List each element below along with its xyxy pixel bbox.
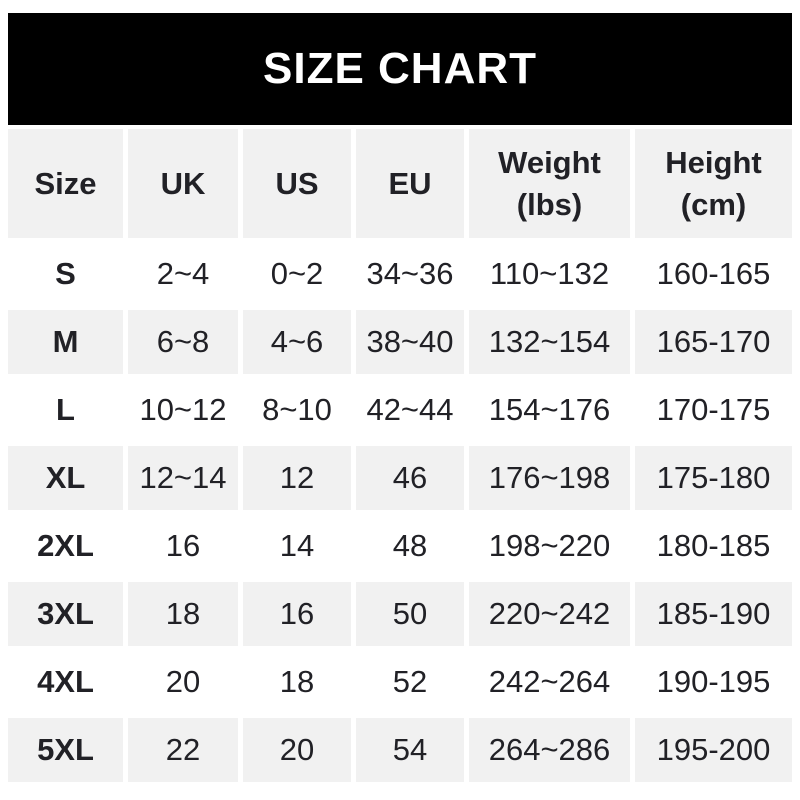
table-cell: 154~176 (469, 378, 630, 442)
table-cell: 22 (128, 718, 238, 782)
row-label-s: S (8, 242, 123, 306)
row-label-xl: XL (8, 446, 123, 510)
row-label-2xl: 2XL (8, 514, 123, 578)
table-cell: 42~44 (356, 378, 464, 442)
table-cell: 165-170 (635, 310, 792, 374)
table-cell: 34~36 (356, 242, 464, 306)
table-cell: 14 (243, 514, 351, 578)
table-cell: 242~264 (469, 650, 630, 714)
table-cell: 8~10 (243, 378, 351, 442)
content-frame: SIZE CHART Size UK US EU Weight (lbs) He… (8, 13, 792, 782)
table-cell: 52 (356, 650, 464, 714)
table-cell: 220~242 (469, 582, 630, 646)
table-cell: 20 (128, 650, 238, 714)
table-cell: 264~286 (469, 718, 630, 782)
table-cell: 38~40 (356, 310, 464, 374)
table-cell: 132~154 (469, 310, 630, 374)
table-cell: 10~12 (128, 378, 238, 442)
table-cell: 180-185 (635, 514, 792, 578)
column-header-size: Size (8, 129, 123, 238)
table-cell: 12~14 (128, 446, 238, 510)
table-cell: 195-200 (635, 718, 792, 782)
table-cell: 18 (128, 582, 238, 646)
row-label-m: M (8, 310, 123, 374)
row-label-5xl: 5XL (8, 718, 123, 782)
title-banner: SIZE CHART (8, 13, 792, 125)
column-header-eu: EU (356, 129, 464, 238)
column-header-weight: Weight (lbs) (469, 129, 630, 238)
table-cell: 4~6 (243, 310, 351, 374)
table-cell: 16 (128, 514, 238, 578)
row-label-l: L (8, 378, 123, 442)
table-cell: 20 (243, 718, 351, 782)
table-cell: 190-195 (635, 650, 792, 714)
table-cell: 12 (243, 446, 351, 510)
row-label-4xl: 4XL (8, 650, 123, 714)
table-cell: 170-175 (635, 378, 792, 442)
table-cell: 0~2 (243, 242, 351, 306)
table-cell: 46 (356, 446, 464, 510)
table-cell: 16 (243, 582, 351, 646)
page-title: SIZE CHART (263, 44, 537, 93)
table-cell: 48 (356, 514, 464, 578)
column-header-height: Height (cm) (635, 129, 792, 238)
table-cell: 2~4 (128, 242, 238, 306)
column-header-us: US (243, 129, 351, 238)
table-cell: 6~8 (128, 310, 238, 374)
table-cell: 110~132 (469, 242, 630, 306)
table-cell: 18 (243, 650, 351, 714)
table-cell: 54 (356, 718, 464, 782)
row-label-3xl: 3XL (8, 582, 123, 646)
table-cell: 175-180 (635, 446, 792, 510)
size-chart-table: Size UK US EU Weight (lbs) Height (cm) S… (8, 129, 792, 782)
table-cell: 198~220 (469, 514, 630, 578)
table-cell: 50 (356, 582, 464, 646)
table-cell: 176~198 (469, 446, 630, 510)
table-cell: 185-190 (635, 582, 792, 646)
column-header-uk: UK (128, 129, 238, 238)
table-cell: 160-165 (635, 242, 792, 306)
